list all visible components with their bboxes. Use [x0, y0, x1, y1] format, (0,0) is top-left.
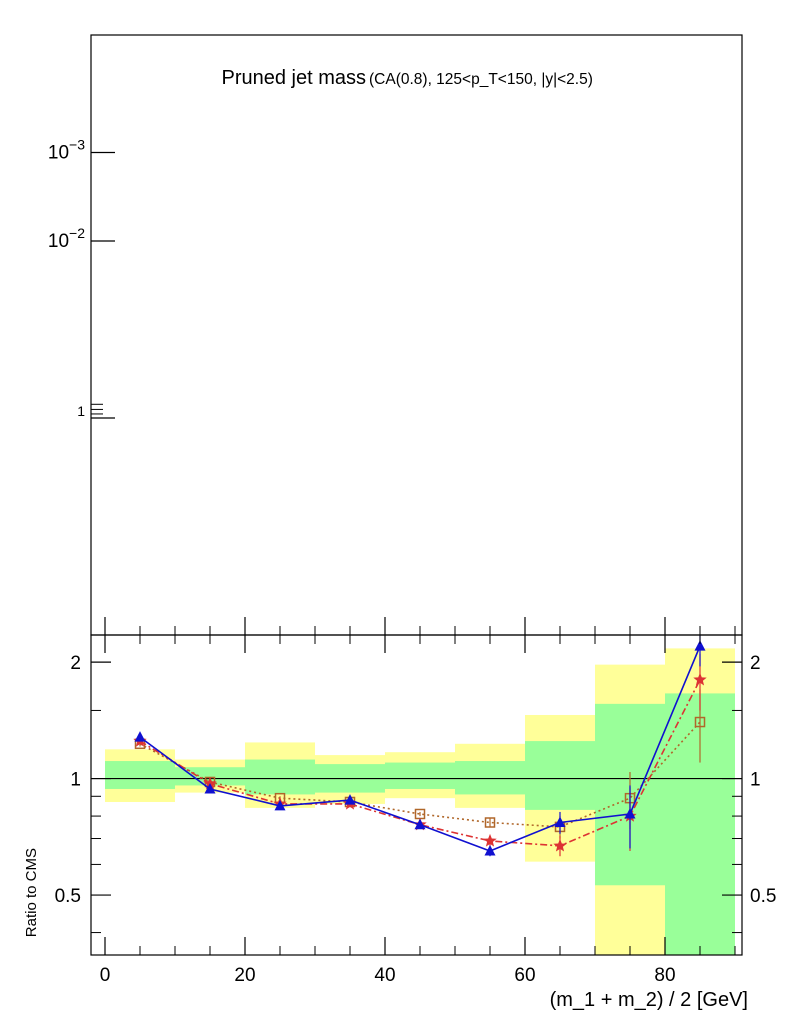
data-point [484, 817, 496, 828]
chart-title: Pruned jet mass [221, 67, 366, 89]
data-point [204, 782, 216, 794]
y-axis-label: Ratio to CMS [23, 848, 40, 937]
data-point [414, 818, 426, 830]
lower-panel-frame [90, 634, 743, 956]
xtick-label: 40 [374, 965, 395, 986]
x-axis-label: (m_1 + m_2) / 2 [GeV] [550, 989, 748, 1011]
data-point [134, 731, 146, 742]
data-point [274, 799, 286, 811]
data-point [624, 807, 636, 819]
lower-ytick-label-right: 1 [750, 770, 761, 791]
upper-ytick-label: 1 [77, 403, 85, 419]
data-point [694, 716, 706, 728]
series-layer [133, 635, 707, 857]
data-point [554, 816, 566, 828]
lower-ytick-label-right: 0.5 [750, 886, 776, 907]
data-point [694, 640, 706, 651]
data-point [483, 833, 497, 847]
lower-ytick-label-left: 0.5 [55, 886, 81, 907]
data-point [484, 844, 496, 856]
xtick-label: 20 [234, 965, 255, 986]
data-point [553, 838, 567, 852]
series [134, 635, 706, 857]
data-point [693, 672, 707, 686]
band-inner [175, 767, 245, 786]
band-inner [385, 762, 455, 789]
xtick-label: 80 [654, 965, 675, 986]
band-inner [525, 741, 595, 810]
band-inner [105, 761, 175, 789]
xtick-label: 0 [100, 965, 111, 986]
series-line [139, 679, 701, 847]
lower-panel: 0.5 0.51 12 20 20 40 60 80 [55, 634, 776, 986]
lower-ytick-label-left: 1 [70, 770, 81, 791]
band-inner [245, 759, 315, 795]
band-inner [455, 761, 525, 795]
lower-ytick-label-right: 2 [750, 653, 761, 674]
lower-ytick-label-left: 2 [70, 653, 81, 674]
xtick-label: 60 [514, 965, 535, 986]
data-point [344, 794, 356, 805]
chart-subtitle: (CA(0.8), 125<p_T<150, |y|<2.5) [369, 71, 593, 88]
